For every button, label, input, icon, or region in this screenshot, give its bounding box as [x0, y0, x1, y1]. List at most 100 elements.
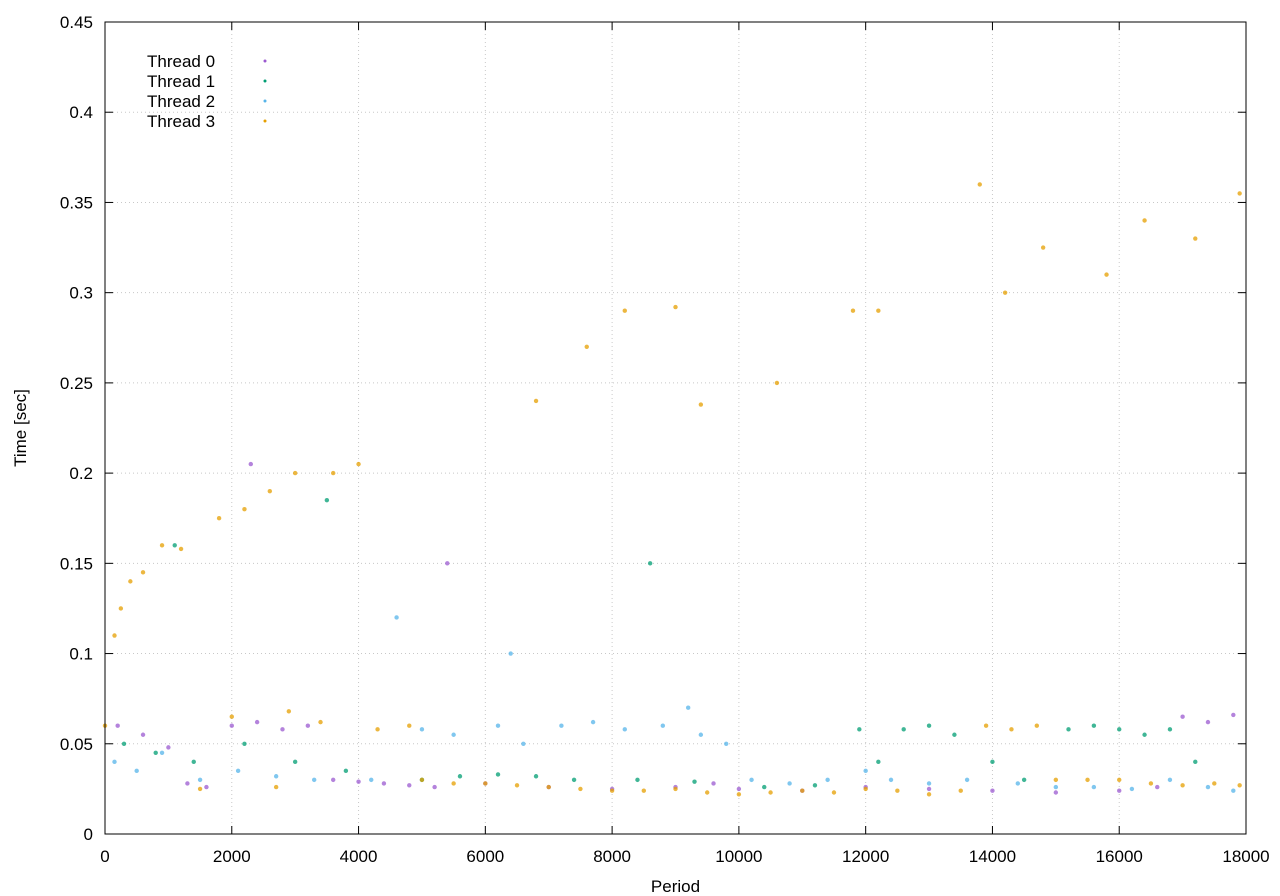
data-point [876, 759, 881, 765]
data-point [1142, 732, 1147, 737]
data-point [977, 182, 982, 187]
x-tick-label: 12000 [842, 847, 889, 866]
y-axis-label: Time [sec] [11, 389, 30, 467]
data-point [533, 398, 539, 404]
data-point [514, 783, 520, 788]
data-point [1002, 290, 1008, 295]
data-point [324, 497, 330, 503]
data-point [1193, 759, 1198, 765]
data-point [331, 470, 336, 476]
data-point [1237, 783, 1242, 788]
data-point [204, 784, 209, 790]
legend-marker [263, 59, 267, 63]
data-point [394, 615, 399, 620]
y-tick-label: 0.3 [69, 284, 93, 303]
series-0 [115, 461, 1236, 795]
data-point [375, 727, 380, 732]
data-point [673, 304, 678, 310]
data-point [685, 705, 691, 710]
data-point [952, 732, 957, 737]
data-point [1104, 272, 1109, 277]
data-point [166, 745, 171, 750]
data-point [381, 781, 387, 786]
data-point [1009, 727, 1014, 732]
data-point [590, 719, 596, 725]
x-axis-label: Period [651, 877, 700, 896]
data-point [609, 788, 615, 793]
data-point [286, 709, 292, 714]
data-point [1231, 788, 1236, 793]
legend-label: Thread 0 [147, 52, 215, 71]
series-2 [112, 615, 1236, 793]
data-point [191, 759, 196, 765]
data-point [1091, 784, 1097, 790]
data-point [343, 768, 349, 774]
data-point [964, 777, 970, 783]
x-tick-label: 0 [100, 847, 109, 866]
data-point [774, 380, 780, 386]
data-point [407, 723, 412, 728]
data-point [445, 561, 450, 566]
data-point [1167, 777, 1173, 783]
data-point [1021, 777, 1027, 783]
data-point [857, 727, 862, 732]
data-point [559, 723, 564, 728]
data-point [235, 768, 241, 774]
data-point [292, 759, 298, 765]
data-point [356, 779, 361, 784]
data-point [197, 786, 203, 792]
data-point [495, 723, 501, 728]
data-point [1053, 790, 1059, 795]
data-point [273, 774, 279, 779]
data-point [1205, 719, 1211, 725]
data-point [229, 723, 234, 728]
data-point [825, 777, 830, 783]
data-point [584, 344, 589, 349]
x-tick-label: 4000 [340, 847, 378, 866]
data-point [635, 777, 640, 783]
data-point [736, 786, 742, 792]
y-tick-label: 0 [84, 825, 93, 844]
data-point [292, 470, 298, 476]
data-point [1117, 788, 1122, 793]
data-point [641, 788, 647, 793]
data-point [273, 784, 279, 790]
data-point [1167, 727, 1173, 732]
data-point [736, 792, 742, 797]
data-point [749, 777, 754, 783]
data-point [248, 461, 253, 467]
data-point [1117, 727, 1122, 732]
data-point [229, 714, 234, 719]
y-tick-label: 0.2 [69, 464, 93, 483]
data-point [172, 543, 177, 548]
data-point [571, 777, 577, 783]
data-point [159, 543, 165, 548]
data-points [102, 182, 1242, 797]
data-point [419, 727, 425, 732]
x-tick-label: 18000 [1222, 847, 1269, 866]
data-point [140, 732, 146, 737]
data-point [318, 719, 323, 725]
data-point [1091, 723, 1097, 728]
data-point [112, 633, 117, 638]
data-point [331, 777, 336, 783]
y-tick-label: 0.15 [60, 554, 93, 573]
data-point [863, 768, 868, 774]
data-point [704, 790, 710, 795]
data-point [1034, 723, 1040, 728]
data-point [660, 723, 666, 728]
data-point [197, 777, 203, 783]
series-3 [102, 182, 1242, 797]
data-point [895, 788, 900, 793]
data-point [800, 788, 805, 793]
data-point [1180, 714, 1185, 719]
data-point [926, 781, 932, 786]
axis-ticks [104, 21, 1247, 835]
data-point [483, 781, 488, 786]
data-point [1085, 777, 1090, 783]
data-point [118, 606, 124, 611]
data-point [768, 790, 773, 795]
data-point [254, 719, 260, 725]
data-point [1142, 218, 1147, 223]
